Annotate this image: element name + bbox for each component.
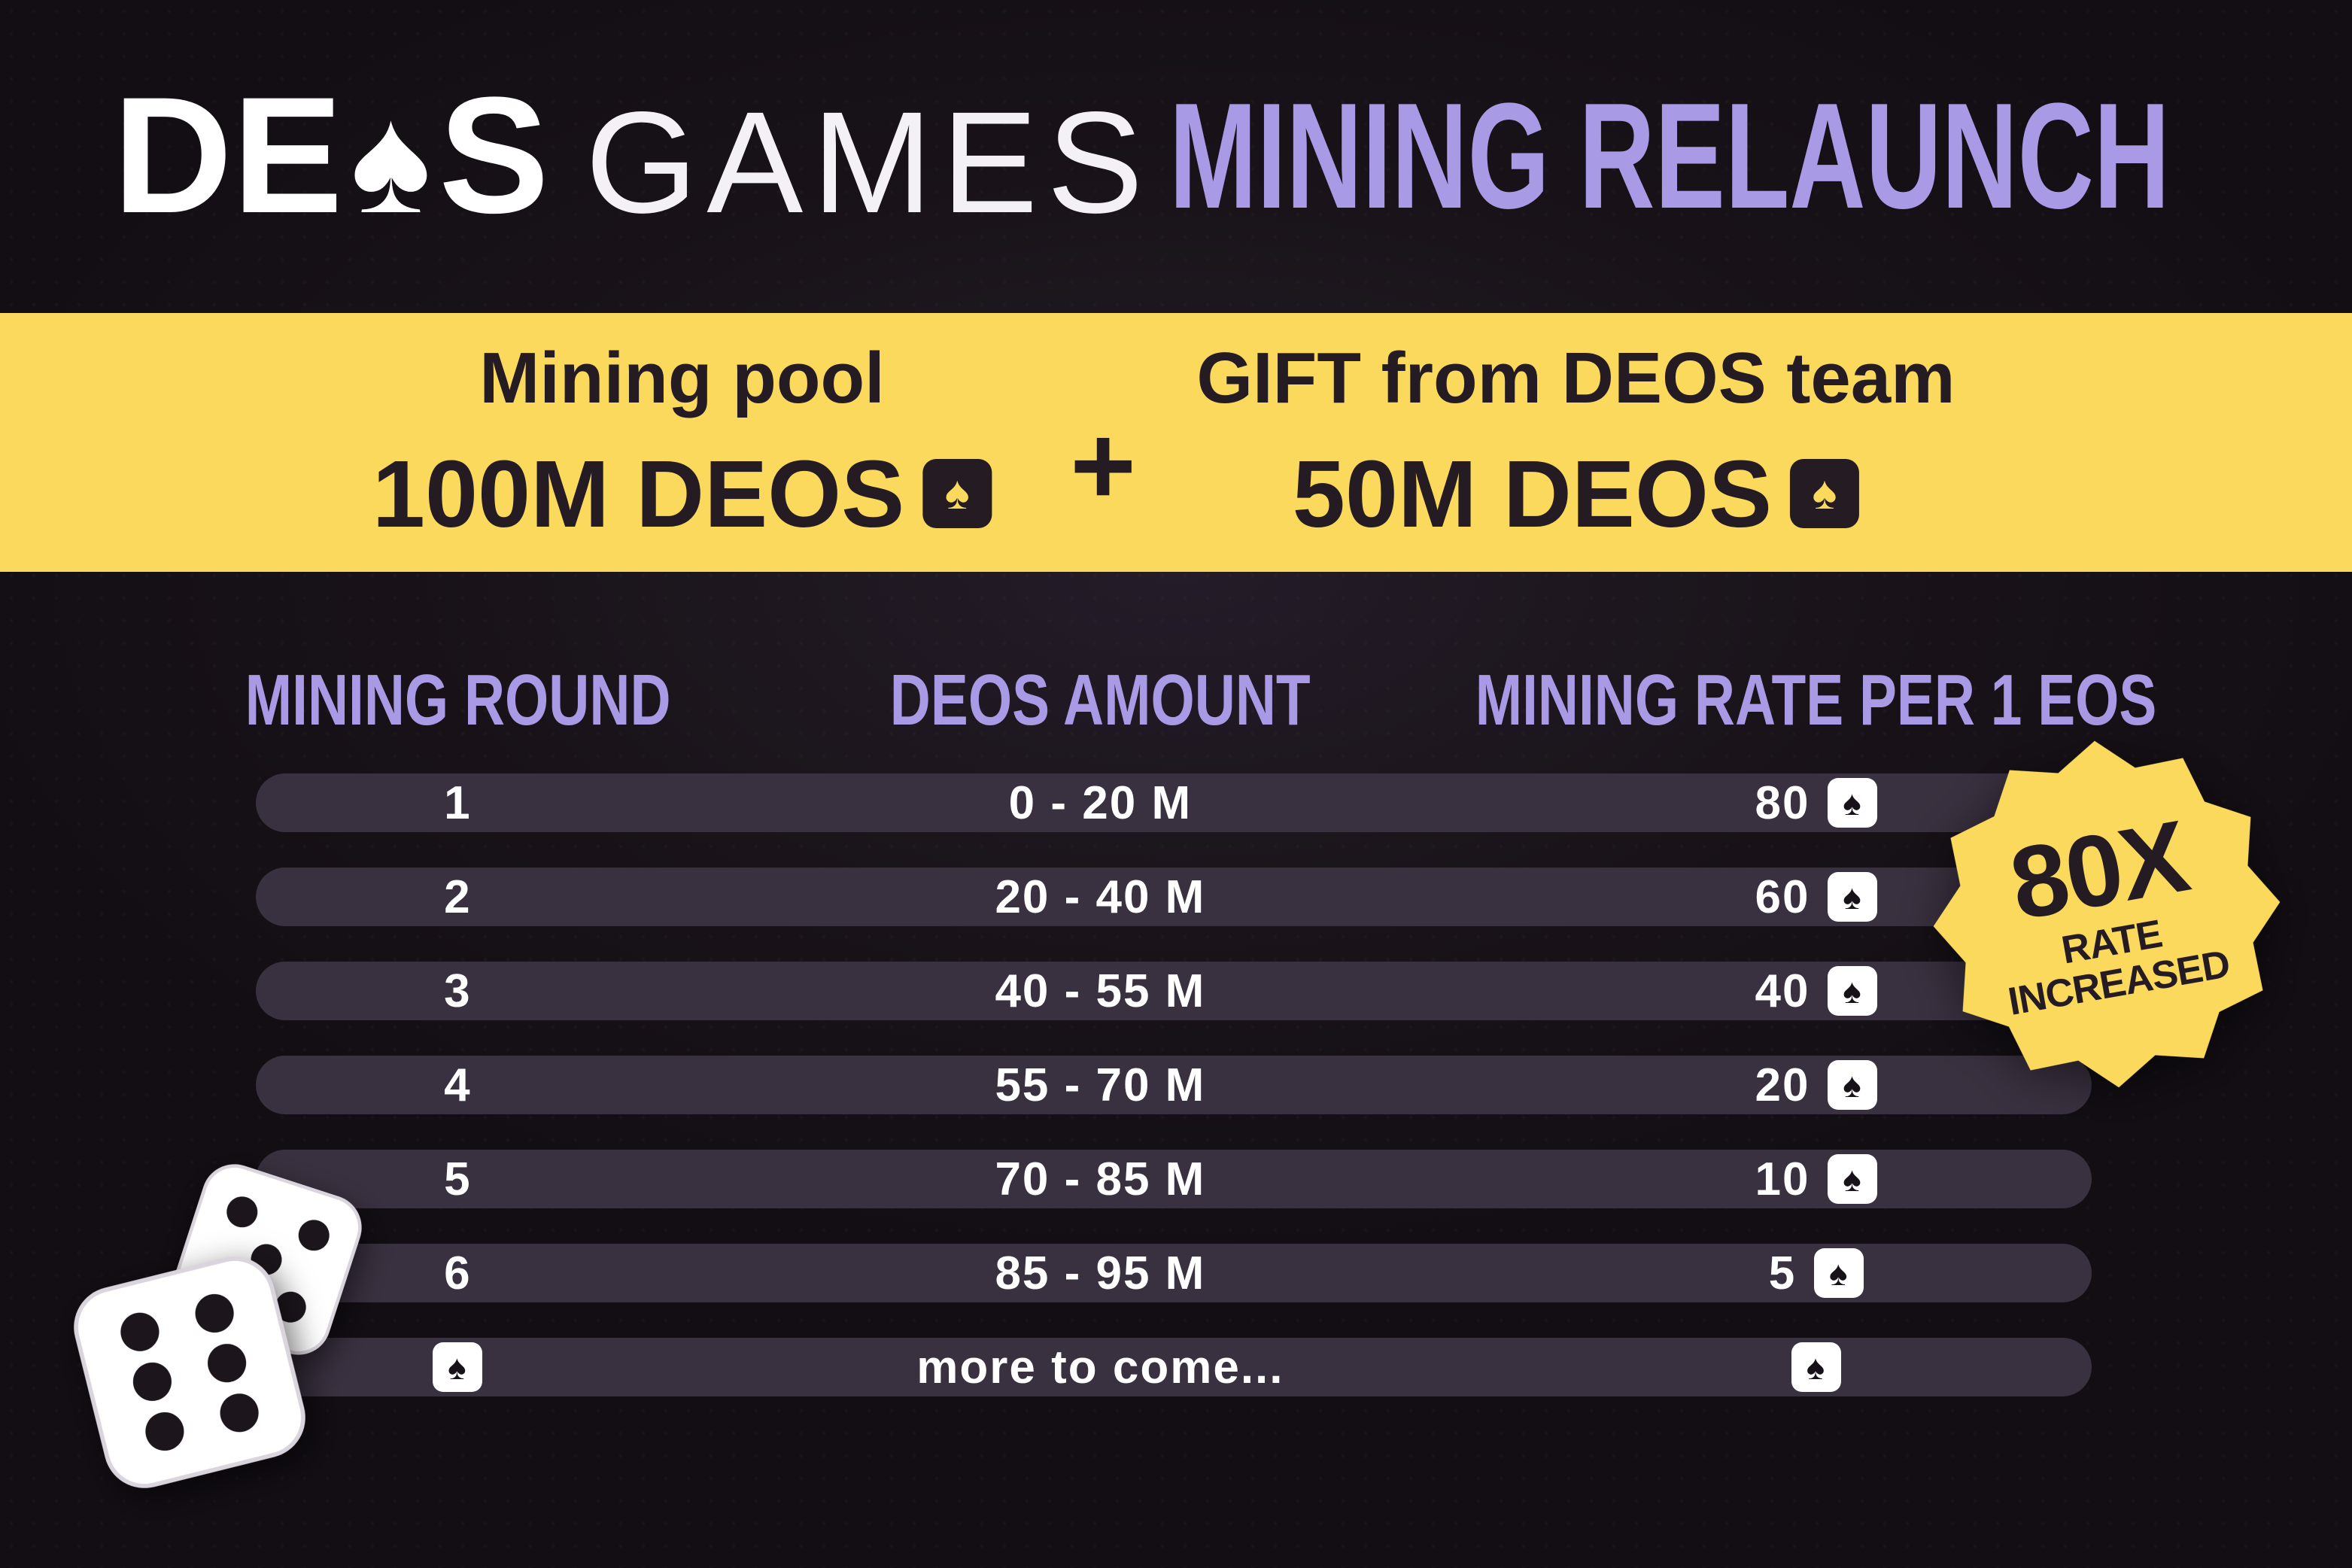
table-row: 4 55 - 70 M 20 ♠ [256, 1056, 2092, 1114]
brand-logo: DE ♠ S GAMES [113, 72, 1152, 238]
spade-icon: ♠ [1843, 877, 1863, 916]
plus-sign: + [1070, 402, 1136, 528]
spade-icon: ♠ [1843, 971, 1863, 1010]
gift-amount: 50M DEOS [1292, 440, 1773, 547]
badge-value: 80X [2002, 798, 2196, 941]
round-cell: 1 [444, 776, 472, 829]
amount-cell: 0 - 20 M [1008, 776, 1193, 829]
rate-cell: 60 ♠ [1541, 871, 2092, 924]
amount-cell: 70 - 85 M [995, 1153, 1206, 1205]
column-header-round-label: MINING ROUND [245, 660, 671, 740]
round-cell: 2 [444, 871, 472, 923]
table-row: 2 20 - 40 M 60 ♠ [256, 868, 2092, 926]
spade-icon: ♠ [1829, 1253, 1849, 1293]
deos-token-icon: ♠ [1814, 1248, 1864, 1298]
spade-icon: ♠ [350, 74, 432, 245]
deos-token-icon: ♠ [1828, 966, 1878, 1016]
spade-icon: ♠ [1843, 1065, 1863, 1105]
amount-cell: more to come... [916, 1341, 1284, 1393]
mining-pool-block: Mining pool 100M DEOS ♠ [372, 313, 992, 572]
rate-cell: ♠ [1541, 1342, 2092, 1392]
table-header: MINING ROUND DEOS AMOUNT MINING RATE PER… [245, 661, 2157, 740]
gift-value: 50M DEOS ♠ [1292, 439, 1860, 548]
spade-icon: ♠ [1843, 783, 1863, 822]
column-header-round: MINING ROUND [245, 661, 671, 740]
rate-value: 20 [1755, 1059, 1810, 1111]
rate-badge: 80X RATE INCREASED [1918, 725, 2296, 1103]
gift-label: GIFT from DEOS team [1196, 337, 1955, 418]
deos-token-icon: ♠ [433, 1342, 483, 1392]
table-row: ♠ more to come... ♠ [256, 1338, 2092, 1396]
rate-value: 5 [1768, 1247, 1797, 1299]
deos-token-icon: ♠ [1828, 1060, 1878, 1110]
round-cell: 3 [444, 965, 472, 1017]
mining-pool-label: Mining pool [479, 337, 885, 418]
rate-value: 40 [1755, 965, 1810, 1017]
table-row: 3 40 - 55 M 40 ♠ [256, 962, 2092, 1020]
gift-block: GIFT from DEOS team 50M DEOS ♠ [1196, 313, 1955, 572]
deos-token-icon: ♠ [922, 459, 992, 528]
dice-decoration [74, 1164, 474, 1565]
mining-pool-value: 100M DEOS ♠ [372, 439, 992, 548]
table-body: 1 0 - 20 M 80 ♠ 2 20 - 40 M 60 ♠ 3 40 - 55 M 40 ♠ 4 5… [256, 773, 2092, 1396]
rate-cell: 5 ♠ [1541, 1247, 2092, 1300]
column-header-amount-label: DEOS AMOUNT [889, 660, 1311, 740]
amount-cell: 55 - 70 M [995, 1059, 1206, 1111]
rate-value: 10 [1755, 1153, 1810, 1205]
round-cell: 4 [444, 1059, 472, 1111]
deos-token-icon: ♠ [1828, 778, 1878, 828]
amount-cell: 20 - 40 M [995, 871, 1206, 923]
rate-cell: 40 ♠ [1541, 965, 2092, 1018]
badge-text: 80X RATE INCREASED [1902, 710, 2311, 1119]
deos-token-icon: ♠ [1791, 1342, 1841, 1392]
rate-cell: 20 ♠ [1541, 1059, 2092, 1112]
pool-banner: Mining pool 100M DEOS ♠ + GIFT from DEOS… [0, 313, 2352, 572]
starburst-icon [1933, 740, 2281, 1088]
round-cell: 6 [444, 1247, 472, 1299]
spade-icon: ♠ [1806, 1348, 1827, 1387]
column-header-rate: MINING RATE PER 1 EOS [1475, 661, 2157, 740]
deos-token-icon: ♠ [1790, 459, 1860, 528]
rate-value: 60 [1755, 871, 1810, 923]
deos-token-icon: ♠ [1828, 1154, 1878, 1204]
die-icon [74, 1257, 305, 1488]
brand-text-s: S [439, 62, 549, 248]
brand-text-de: DE [113, 62, 343, 248]
table-row: 5 70 - 85 M 10 ♠ [256, 1150, 2092, 1208]
deos-token-icon: ♠ [1828, 872, 1878, 922]
rate-cell: 10 ♠ [1541, 1153, 2092, 1206]
mining-pool-amount: 100M DEOS [372, 440, 905, 547]
round-cell: ♠ [256, 1342, 660, 1392]
brand-games: GAMES [585, 81, 1153, 243]
column-header-amount: DEOS AMOUNT [660, 661, 1541, 740]
amount-cell: 40 - 55 M [995, 965, 1206, 1017]
amount-cell: 85 - 95 M [995, 1247, 1206, 1299]
table-row: 6 85 - 95 M 5 ♠ [256, 1244, 2092, 1302]
round-cell: 5 [444, 1153, 472, 1205]
spade-icon: ♠ [944, 467, 970, 519]
rate-value: 80 [1755, 776, 1810, 829]
rate-cell: 80 ♠ [1541, 776, 2092, 830]
table-row: 1 0 - 20 M 80 ♠ [256, 773, 2092, 832]
column-header-rate-label: MINING RATE PER 1 EOS [1475, 660, 2157, 740]
spade-icon: ♠ [1843, 1159, 1863, 1199]
page-title: MINING RELAUNCH [1169, 72, 2170, 240]
spade-icon: ♠ [1812, 467, 1837, 519]
spade-icon: ♠ [448, 1348, 468, 1387]
